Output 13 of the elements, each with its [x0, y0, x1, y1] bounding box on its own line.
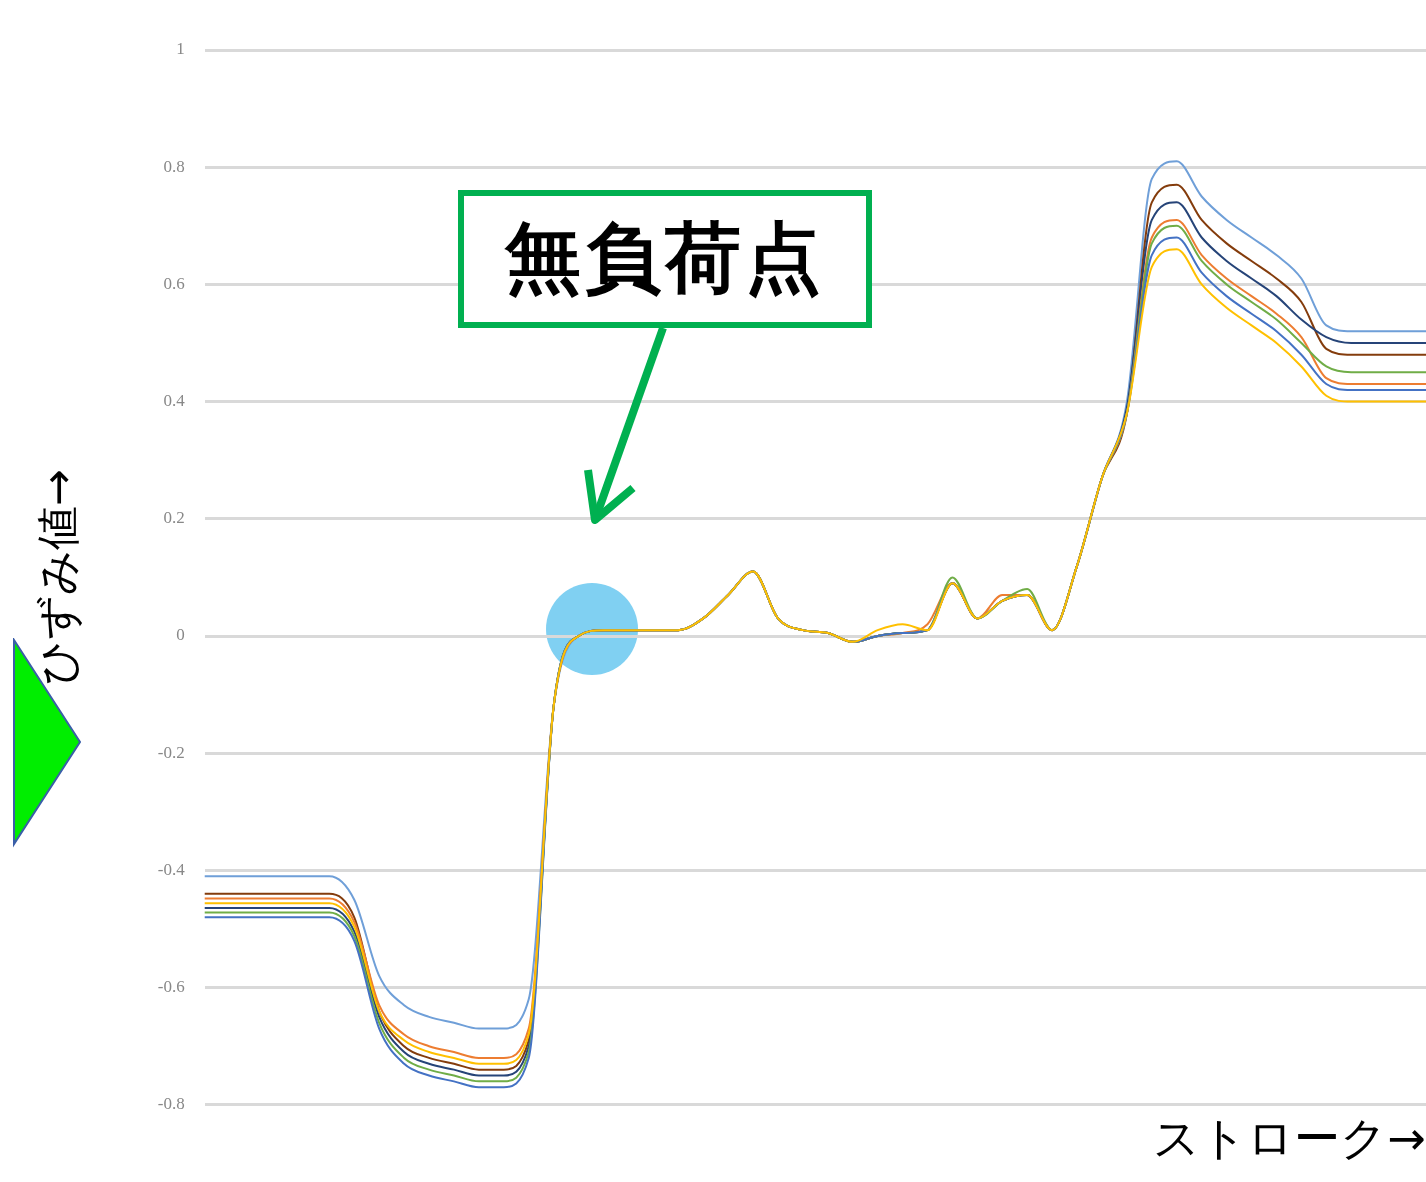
y-tick-label: 0 — [176, 625, 185, 645]
y-tick-label: 0.4 — [163, 391, 186, 411]
y-axis-title: ひずみ値→ — [31, 469, 83, 686]
y-tick-label: 0.8 — [163, 156, 185, 176]
y-tick-label: 0.6 — [163, 273, 185, 293]
y-tick-label: -0.2 — [157, 742, 185, 762]
y-tick-label: -0.6 — [157, 977, 185, 997]
y-tick-label: 0.2 — [163, 508, 185, 528]
x-axis-title: ストローク→ — [1153, 1111, 1426, 1166]
annotation: 無負荷点 — [458, 190, 872, 328]
y-tick-label: -0.4 — [157, 859, 186, 879]
y-tick-label: -0.8 — [157, 1094, 185, 1114]
y-tick-label: 1 — [176, 39, 185, 59]
